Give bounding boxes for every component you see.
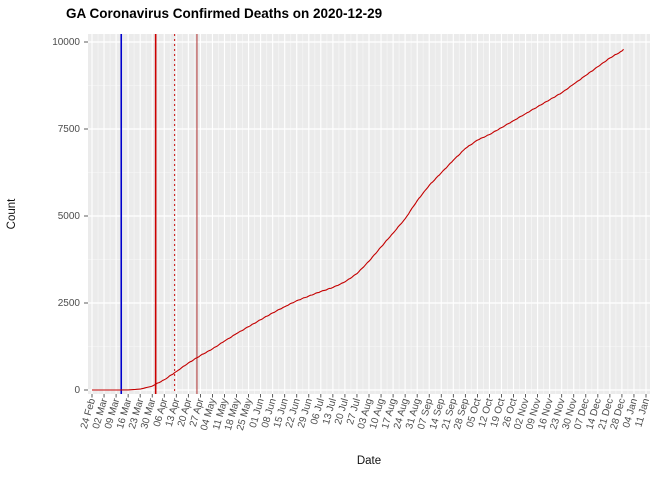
reference-lines — [120, 34, 198, 394]
y-tick-label: 10000 — [52, 37, 80, 48]
chart-title: GA Coronavirus Confirmed Deaths on 2020-… — [66, 6, 383, 21]
y-tick-label: 5000 — [58, 211, 81, 222]
y-tick-label: 0 — [74, 385, 80, 396]
y-tick-label: 2500 — [58, 298, 81, 309]
gridlines — [88, 34, 650, 394]
y-tick-label: 7500 — [58, 124, 81, 135]
x-axis-title: Date — [357, 455, 381, 467]
y-axis-title: Count — [6, 198, 18, 229]
series-line — [92, 48, 624, 391]
deaths-line — [92, 48, 624, 391]
